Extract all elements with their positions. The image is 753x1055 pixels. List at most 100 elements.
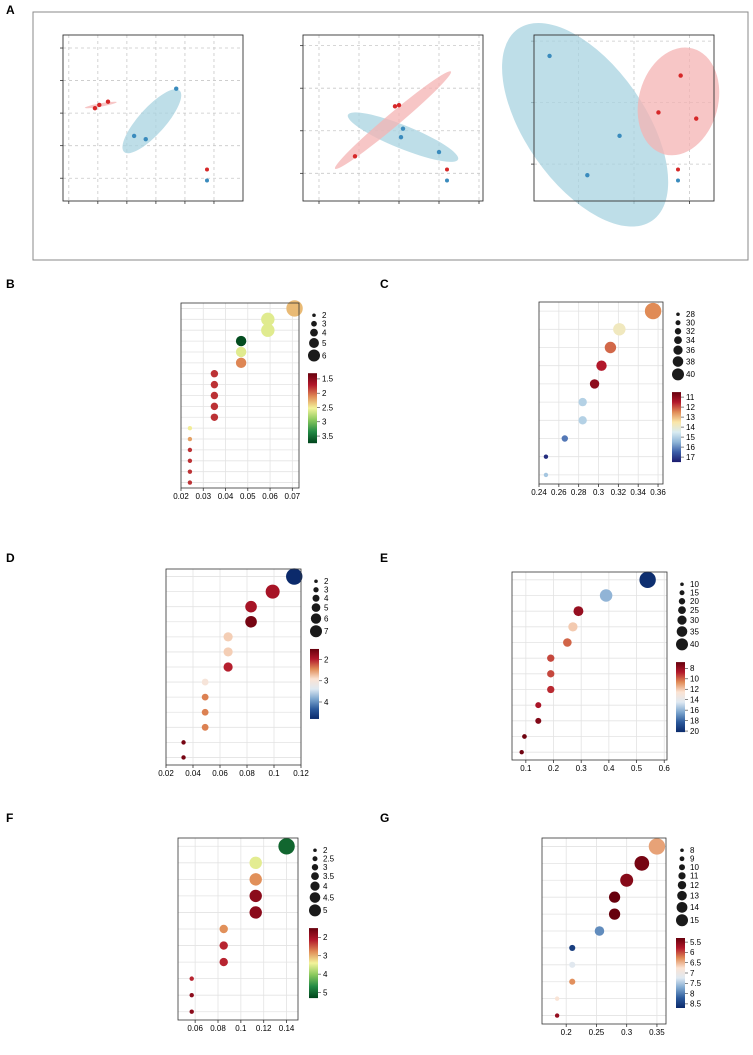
size-legend-dot <box>312 313 316 318</box>
confidence-ellipse-hfd <box>334 71 452 169</box>
size-legend-dot <box>312 856 318 862</box>
x-tick-label: 0.1 <box>268 769 280 778</box>
confidence-ellipse-aegl <box>502 22 669 227</box>
size-legend-dot <box>314 579 318 584</box>
size-legend-label: 3 <box>323 863 328 872</box>
size-legend-label: 10 <box>690 580 699 589</box>
panel-label-e: E <box>380 551 388 565</box>
color-legend-label: 12 <box>686 403 695 412</box>
size-legend-dot <box>677 890 687 901</box>
color-legend-bar <box>308 373 317 444</box>
color-legend-bar <box>672 392 681 463</box>
data-point <box>223 647 233 657</box>
data-point <box>578 416 587 425</box>
data-point <box>599 589 613 602</box>
legend-marker-hfd <box>676 167 680 172</box>
size-legend-dot <box>674 336 682 345</box>
color-legend-bar <box>676 938 685 1008</box>
data-point <box>210 370 219 378</box>
sample-point-aegl <box>400 126 406 131</box>
data-point <box>189 976 194 981</box>
color-legend-label: 7.5 <box>690 979 702 988</box>
color-legend-label: 2.5 <box>322 403 334 412</box>
data-point <box>569 978 576 985</box>
panel-label-g: G <box>380 811 389 825</box>
data-point <box>201 678 209 686</box>
sample-point-hfd <box>656 110 661 115</box>
data-point <box>223 632 233 642</box>
size-legend-dot <box>312 594 320 602</box>
size-legend-label: 7 <box>324 627 329 636</box>
data-point <box>535 717 542 724</box>
size-legend-dot <box>676 914 688 927</box>
data-point <box>573 606 584 617</box>
size-legend-dot <box>679 590 685 596</box>
size-legend-dot <box>309 338 319 348</box>
legend-marker-aegl <box>445 178 449 183</box>
size-legend-label: 34 <box>686 336 695 345</box>
enrichment-plot-e: 0.1 0.2 0.3 0.4 0.5 0.61015202530354081012141… <box>511 571 699 773</box>
color-legend-label: 4 <box>323 970 328 979</box>
data-point <box>568 622 578 632</box>
data-point <box>181 740 186 745</box>
size-legend-label: 5 <box>322 339 327 348</box>
color-legend-label: 6.5 <box>690 959 702 968</box>
x-tick-label: 0.02 <box>173 492 189 501</box>
size-legend-dot <box>676 901 688 913</box>
sample-point-hfd <box>97 102 102 108</box>
size-legend-label: 12 <box>690 881 699 890</box>
data-point <box>187 458 193 463</box>
data-point <box>189 992 194 998</box>
sample-point-hfd <box>352 154 358 159</box>
size-legend-label: 2.5 <box>323 855 335 864</box>
x-tick-label: 0.1 <box>235 1024 247 1033</box>
data-point <box>245 600 257 613</box>
data-point <box>543 454 549 459</box>
size-legend-dot <box>313 848 317 853</box>
data-point <box>589 379 600 389</box>
color-legend-label: 14 <box>686 423 695 432</box>
data-point <box>613 323 626 336</box>
legend-marker-aegl <box>205 178 209 183</box>
x-tick-label: 0.36 <box>650 488 666 497</box>
x-tick-label: 0.06 <box>187 1024 203 1033</box>
x-tick-label: 0.06 <box>212 769 228 778</box>
data-point <box>235 335 247 347</box>
color-legend-label: 2 <box>324 655 329 664</box>
size-legend-dot <box>679 856 685 862</box>
color-legend-label: 1.5 <box>322 375 334 384</box>
x-tick-label: 0.32 <box>611 488 627 497</box>
size-legend-dot <box>674 328 682 335</box>
color-legend-label: 16 <box>686 443 695 452</box>
pca-plots <box>60 22 720 227</box>
data-point <box>249 873 262 886</box>
color-legend-bar <box>676 662 685 733</box>
data-point <box>201 708 209 716</box>
data-point <box>620 873 634 887</box>
panel-label-d: D <box>6 551 15 565</box>
x-tick-label: 0.24 <box>531 488 547 497</box>
enrichment-plots: 0.02 0.03 0.04 0.05 0.06 0.07234561.522.533.5… <box>158 300 702 1037</box>
size-legend-label: 28 <box>686 310 695 319</box>
size-legend-label: 6 <box>324 614 329 623</box>
color-legend-label: 17 <box>686 453 695 462</box>
size-legend-dot <box>676 312 680 317</box>
data-point <box>648 838 666 855</box>
color-legend-label: 8 <box>690 664 695 673</box>
data-point <box>519 749 524 755</box>
size-legend-label: 6 <box>322 351 327 360</box>
x-tick-label: 0.6 <box>659 764 671 773</box>
color-legend-label: 3 <box>323 952 328 961</box>
sample-point-hfd <box>694 116 699 121</box>
x-tick-label: 0.08 <box>239 769 255 778</box>
data-point <box>547 670 555 678</box>
size-legend-dot <box>672 356 684 367</box>
data-point <box>249 856 262 870</box>
sample-point-hfd <box>92 106 98 111</box>
size-legend-label: 40 <box>686 370 695 379</box>
size-legend-label: 8 <box>690 846 695 855</box>
color-legend-label: 20 <box>690 727 699 736</box>
sample-point-aegl <box>436 149 442 155</box>
sample-point-hfd <box>105 99 111 104</box>
